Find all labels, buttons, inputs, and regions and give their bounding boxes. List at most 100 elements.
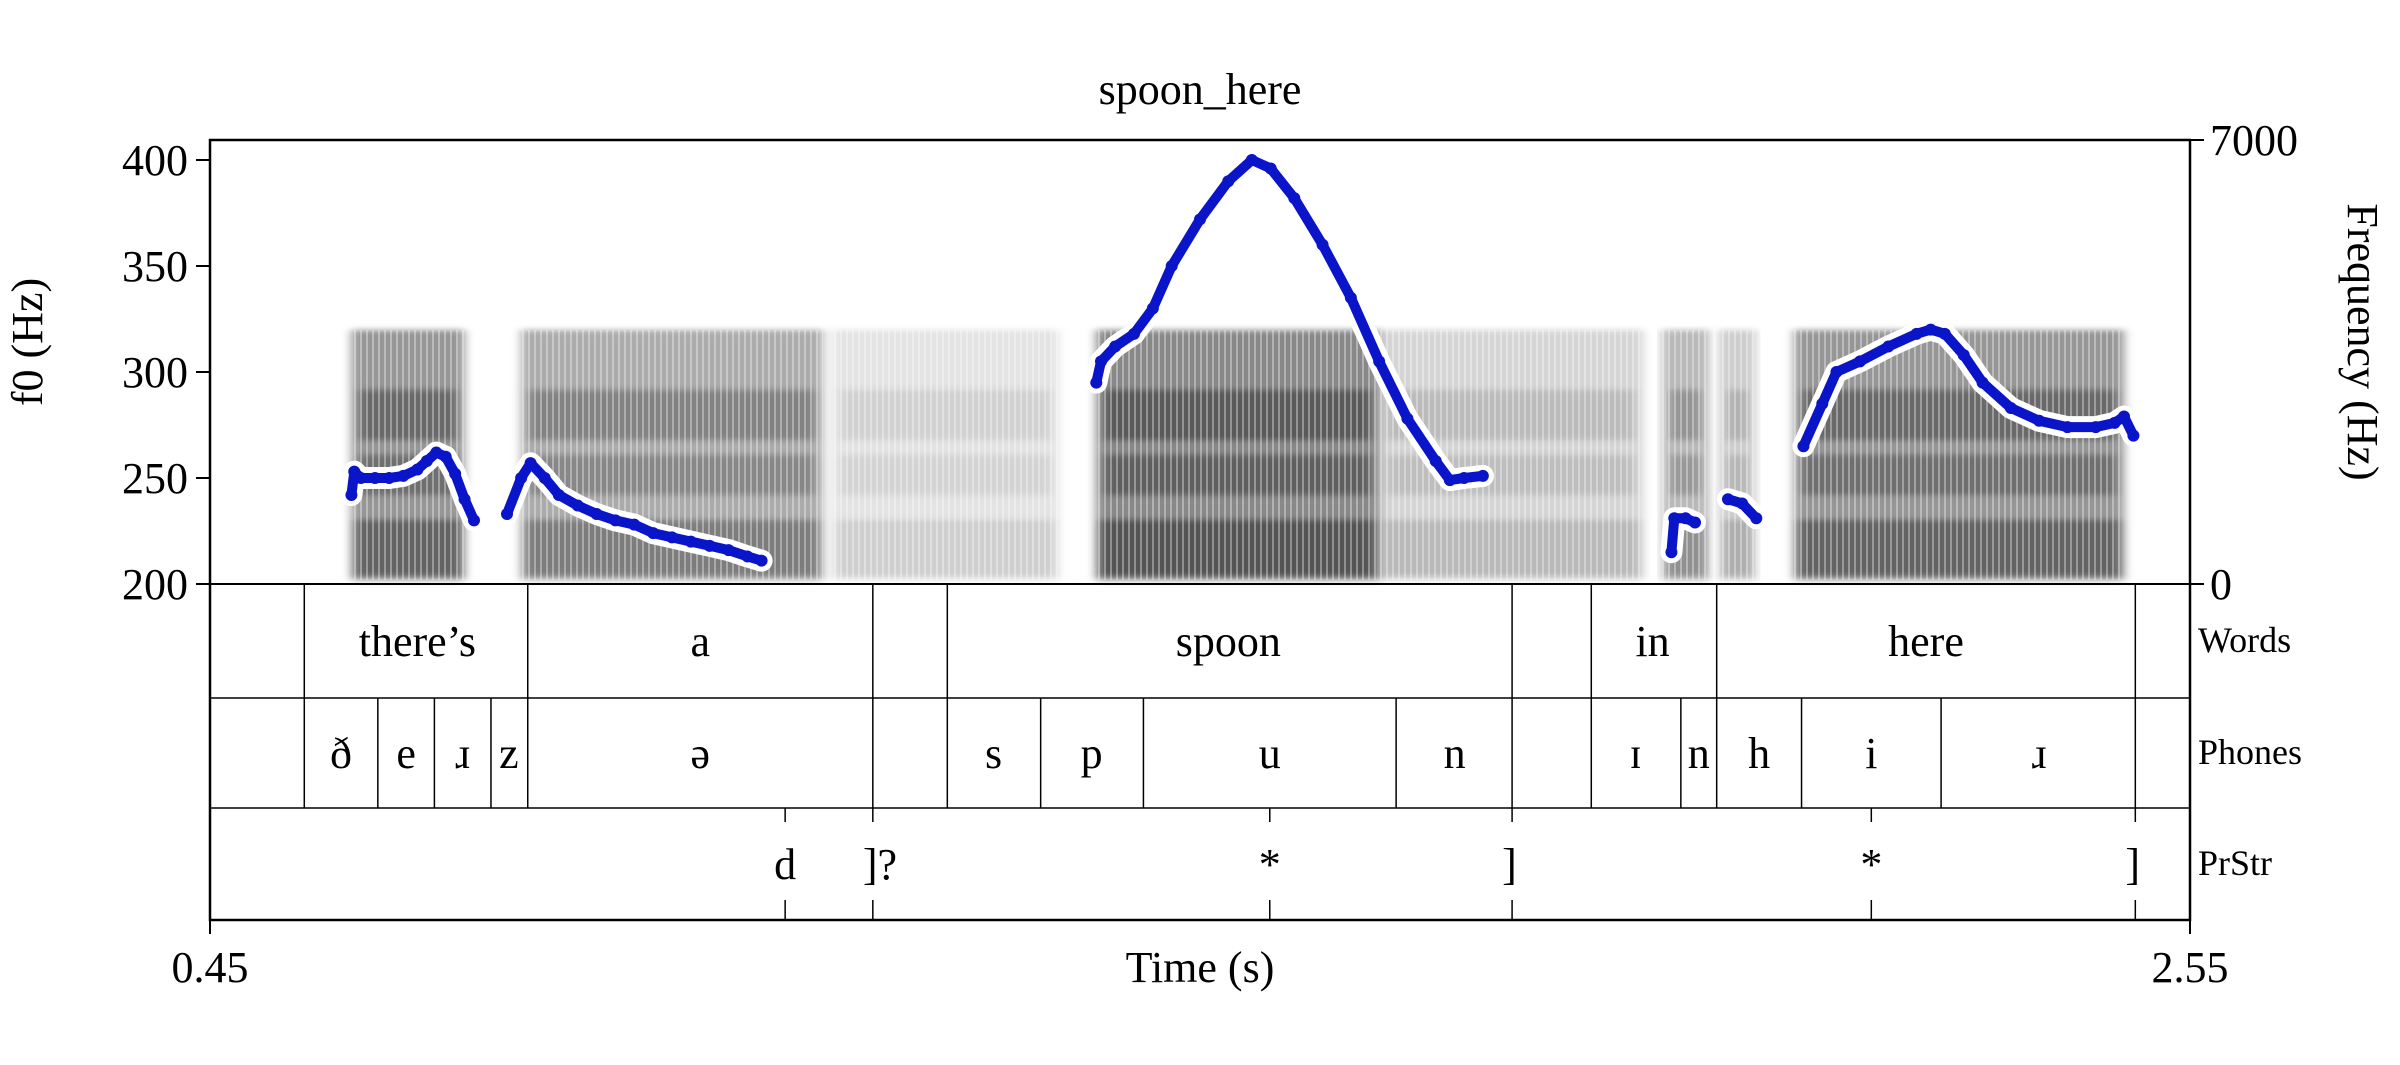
f0-point: [354, 472, 367, 484]
f0-point: [1222, 175, 1235, 188]
tier-label: ɹ: [2032, 729, 2047, 778]
point-label: d: [774, 840, 796, 889]
f0-point: [420, 455, 433, 468]
y-tick-label-left: 300: [122, 348, 188, 397]
f0-point: [538, 472, 551, 484]
f0-point: [684, 535, 697, 548]
frequency-axis: 0 7000: [2190, 116, 2298, 609]
f0-point: [1344, 291, 1357, 304]
time-axis: 0.45 2.55: [172, 920, 2229, 992]
f0-point: [2108, 416, 2121, 429]
f0-point: [1924, 323, 1937, 336]
y-tick-label-left: 200: [122, 560, 188, 609]
f0-point: [468, 514, 480, 527]
tier-name: Phones: [2198, 732, 2302, 772]
f0-point: [628, 518, 641, 531]
f0-point: [590, 508, 603, 521]
f0-point: [2127, 429, 2140, 442]
f0-point: [2061, 421, 2074, 434]
f0-point: [2033, 414, 2046, 427]
point-label: ]?: [863, 840, 897, 889]
tier-label: in: [1635, 617, 1669, 666]
f0-pitch-track: [340, 149, 2145, 572]
f0-point: [741, 550, 754, 563]
x-axis-label: Time (s): [1126, 943, 1275, 992]
tier-label: ɪ: [1629, 729, 1641, 778]
f0-point: [1938, 327, 1951, 340]
f0-point: [1736, 497, 1749, 510]
f0-point: [369, 472, 381, 484]
f0-point: [1976, 376, 1989, 389]
f0-point: [1146, 302, 1159, 315]
f0-point: [2089, 421, 2102, 434]
f0-point: [501, 508, 513, 521]
f0-point: [430, 446, 443, 459]
spectrogram-region: [1096, 330, 1380, 580]
f0-point: [411, 463, 424, 476]
tier-label: there’s: [359, 617, 476, 666]
tier-label: ð: [330, 729, 352, 778]
x-tick-label: 0.45: [172, 943, 249, 992]
tier-label: n: [1688, 729, 1710, 778]
f0-point: [397, 469, 410, 482]
f0-point: [1194, 213, 1206, 226]
tier-grid: [210, 583, 2190, 920]
f0-point: [647, 527, 660, 540]
f0-point: [552, 488, 565, 501]
f0-point: [703, 539, 716, 552]
f0-point: [1854, 355, 1866, 368]
y-axis-label-right: Frequency (Hz): [2338, 203, 2387, 480]
f0-point: [1882, 340, 1895, 353]
chart-title: spoon_here: [1099, 65, 1302, 114]
f0-point: [1264, 162, 1277, 175]
f0-point: [439, 450, 452, 463]
f0-point: [1476, 469, 1489, 482]
y-tick-label-left: 350: [122, 242, 188, 291]
spectrogram-region: [832, 330, 1059, 580]
f0-point: [1689, 516, 1701, 529]
y-tick-label-right: 0: [2210, 560, 2232, 609]
tier-label: here: [1888, 617, 1964, 666]
tier-label: s: [985, 729, 1002, 778]
f0-segment: [1792, 318, 2145, 458]
f0-axis: 200 250 300 350 400: [122, 136, 210, 609]
y-tick-label-right: 7000: [2210, 116, 2298, 165]
f0-point: [515, 472, 528, 484]
f0-point: [1830, 366, 1843, 378]
point-label: ]: [1502, 840, 1517, 889]
f0-point: [609, 514, 622, 527]
f0-point: [1095, 355, 1107, 368]
x-tick-label: 2.55: [2152, 943, 2229, 992]
f0-point: [1128, 327, 1140, 340]
spectrogram-region: [351, 330, 465, 580]
f0-point: [524, 457, 537, 470]
f0-point: [722, 544, 735, 557]
plot-frame: [208, 138, 2192, 922]
f0-segment: [1660, 507, 1706, 564]
spectrogram-region: [1718, 330, 1757, 580]
f0-point: [1797, 440, 1810, 453]
f0-point: [449, 467, 462, 480]
f0-point: [1090, 376, 1103, 389]
f0-point: [1245, 154, 1258, 166]
tier-label: e: [396, 729, 416, 778]
tier-label: spoon: [1176, 617, 1281, 666]
f0-point: [1679, 512, 1692, 525]
f0-point: [2118, 410, 2130, 423]
f0-point: [1722, 493, 1734, 506]
f0-point: [458, 493, 471, 506]
f0-point: [383, 472, 396, 484]
f0-segment: [496, 452, 773, 572]
f0-point: [1443, 474, 1456, 487]
f0-point: [755, 554, 768, 567]
f0-point: [1109, 340, 1122, 353]
point-label: *: [1259, 840, 1281, 889]
f0-point: [345, 488, 358, 501]
tier-name: Words: [2198, 620, 2291, 660]
tier-label: ɹ: [455, 729, 470, 778]
f0-point: [1458, 472, 1470, 484]
f0-point: [1816, 397, 1829, 410]
f0-point: [1373, 355, 1386, 368]
